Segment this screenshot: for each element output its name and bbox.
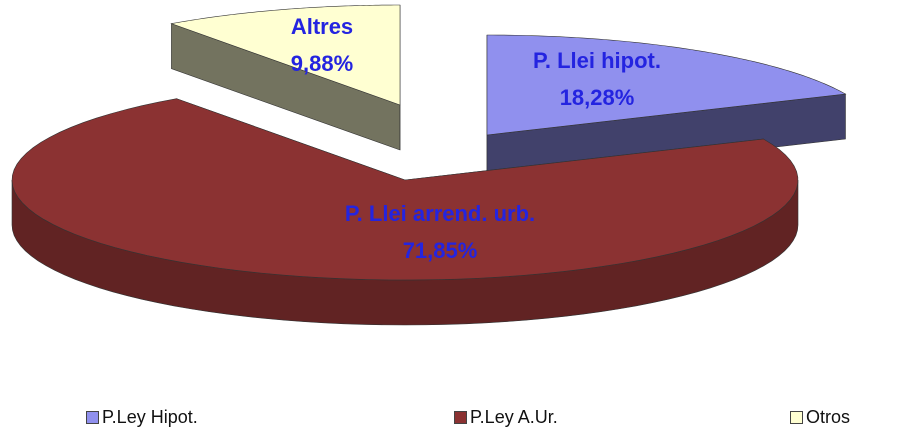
legend-item: P.Ley A.Ur. xyxy=(454,407,558,428)
slice-name: Altres xyxy=(290,14,354,39)
legend-label: Otros xyxy=(806,407,851,427)
data-label: Altres 9,88% xyxy=(262,8,382,82)
legend-item: Otros xyxy=(790,407,850,428)
slice xyxy=(170,4,401,151)
data-label: P. Llei hipot. 18,28% xyxy=(487,42,707,116)
legend-swatch xyxy=(790,411,803,424)
legend-swatch xyxy=(454,411,467,424)
slice-value: 71,85% xyxy=(402,238,478,263)
data-label: P. Llei arrend. urb. 71,85% xyxy=(320,195,560,269)
slice xyxy=(11,98,799,326)
slice-name: P. Llei hipot. xyxy=(533,48,661,73)
slice-top xyxy=(11,98,799,281)
slice-top xyxy=(170,4,401,106)
slice-value: 9,88% xyxy=(290,51,354,76)
legend-label: P.Ley Hipot. xyxy=(102,407,198,427)
pie-area xyxy=(11,4,847,326)
slice xyxy=(486,34,847,181)
slice-name: P. Llei arrend. urb. xyxy=(344,201,536,226)
legend-item: P.Ley Hipot. xyxy=(86,407,198,428)
slice-top xyxy=(486,34,847,136)
legend-swatch xyxy=(86,411,99,424)
legend-label: P.Ley A.Ur. xyxy=(470,407,558,427)
slice-value: 18,28% xyxy=(559,85,635,110)
